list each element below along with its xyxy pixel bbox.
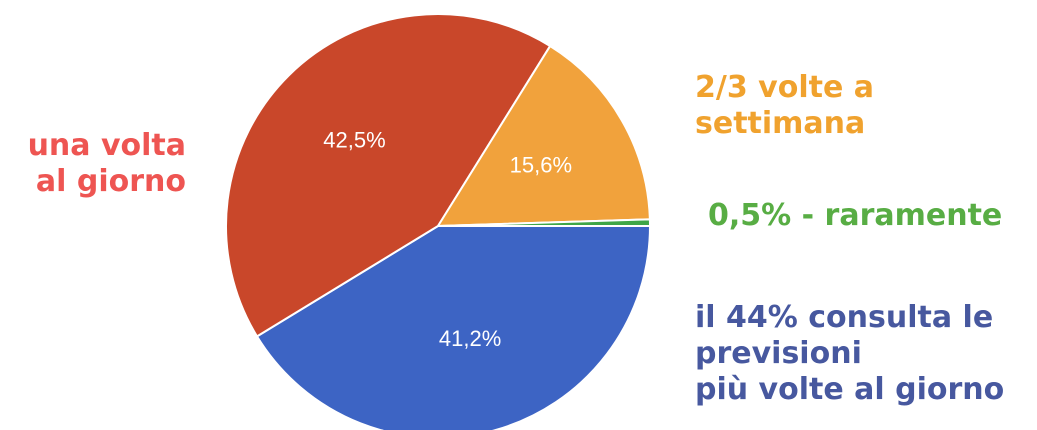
slice-labels: 41,2% 42,5% 15,6% xyxy=(323,127,572,351)
annotation-piu-volte-al-giorno: il 44% consulta le previsioni più volte … xyxy=(695,300,1004,408)
annotation-top-right-line-2: settimana xyxy=(695,106,866,141)
annotation-una-volta-al-giorno: una volta al giorno xyxy=(0,128,186,200)
annotation-left-line-2: al giorno xyxy=(35,164,186,199)
annotation-2-3-volte-settimana: 2/3 volte a settimana xyxy=(695,70,874,142)
annotation-raramente: 0,5% - raramente xyxy=(708,198,1002,234)
slice-label-1: 42,5% xyxy=(323,127,385,152)
annotation-bottom-right-line-2: previsioni xyxy=(695,336,862,371)
pie-slice-2 xyxy=(436,44,651,228)
annotation-bottom-right-line-1: il 44% consulta le xyxy=(695,300,994,335)
annotation-mid-right-line-1: 0,5% - raramente xyxy=(708,198,1003,233)
annotation-top-right-line-1: 2/3 volte a xyxy=(695,70,874,105)
slice-label-0: 41,2% xyxy=(439,326,501,351)
pie-slices xyxy=(225,13,652,430)
annotation-bottom-right-line-3: più volte al giorno xyxy=(695,372,1005,407)
slice-label-2: 15,6% xyxy=(510,153,572,178)
annotation-left-line-1: una volta xyxy=(27,128,186,163)
pie-slice-3 xyxy=(437,218,652,227)
pie-slice-1 xyxy=(225,13,552,338)
